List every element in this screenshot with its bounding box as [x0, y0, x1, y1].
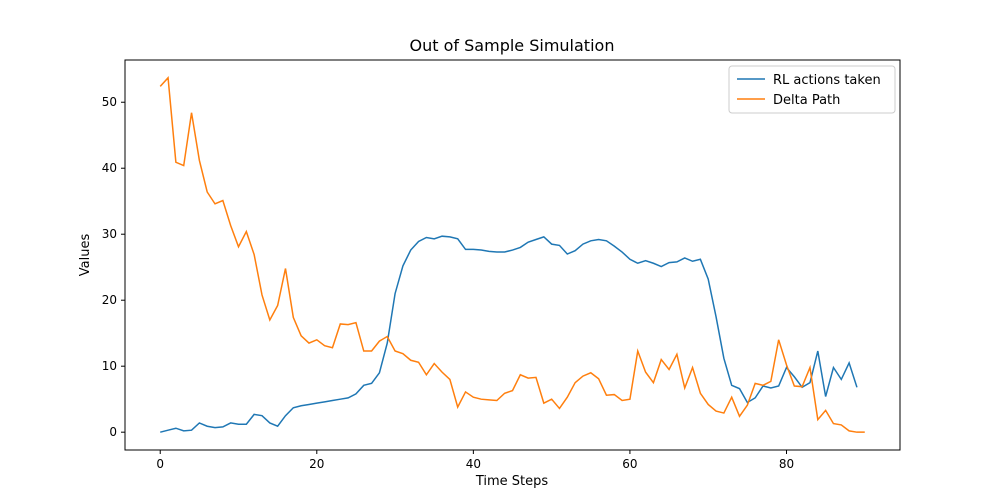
y-tick-label: 10	[102, 359, 117, 373]
plot-frame	[124, 59, 901, 451]
legend-label: Delta Path	[773, 93, 840, 108]
y-tick-label: 30	[102, 227, 117, 241]
legend-label: RL actions taken	[773, 73, 881, 88]
series-line	[160, 235, 858, 433]
legend-box	[728, 65, 896, 114]
x-tick-label: 80	[779, 457, 794, 471]
x-tick-label: 0	[156, 457, 164, 471]
x-tick-label: 20	[309, 457, 324, 471]
y-tick-label: 50	[102, 95, 117, 109]
y-axis-label: Values	[78, 234, 93, 277]
x-tick-label: 40	[466, 457, 481, 471]
y-tick-label: 40	[102, 161, 117, 175]
x-axis-label: Time Steps	[475, 474, 549, 489]
y-tick-label: 0	[109, 425, 117, 439]
chart-title: Out of Sample Simulation	[410, 36, 615, 55]
series-line	[159, 76, 865, 433]
x-tick-label: 60	[622, 457, 637, 471]
y-tick-label: 20	[102, 293, 117, 307]
